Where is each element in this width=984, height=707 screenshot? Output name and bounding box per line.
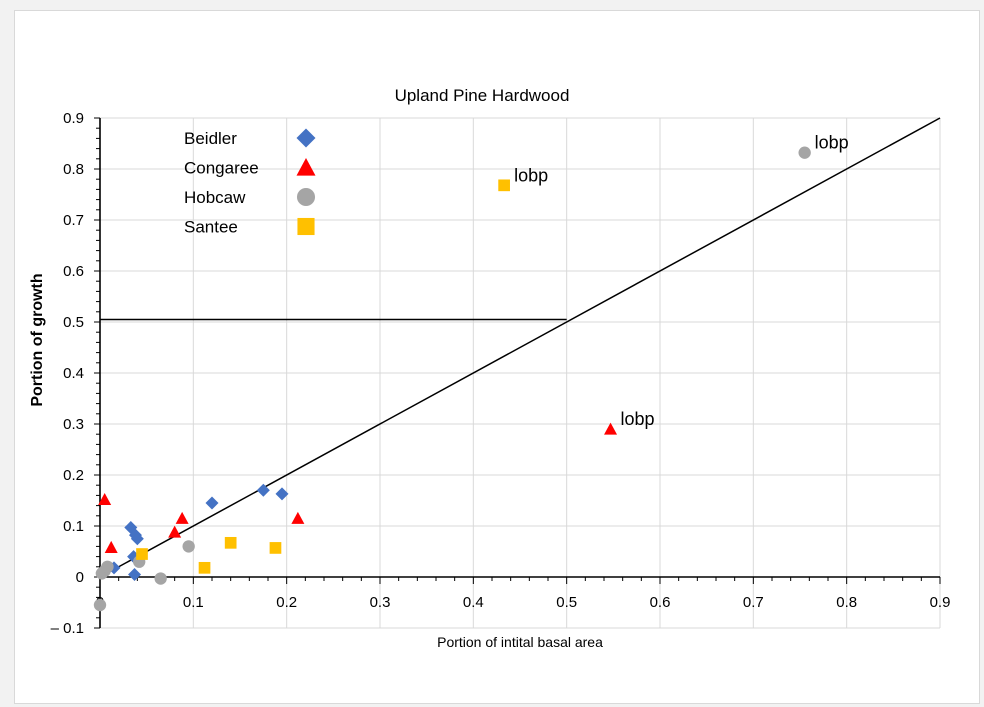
x-tick-label: 0.3 — [370, 594, 391, 611]
santee-point — [224, 536, 237, 549]
congaree-point — [291, 511, 305, 524]
legend-marker-santee — [297, 217, 315, 236]
x-tick-label: 0.4 — [463, 594, 484, 611]
reference-lines — [99, 117, 941, 578]
y-tick-label: 0.7 — [63, 212, 84, 229]
x-tick-label: 0.1 — [183, 594, 204, 611]
legend-label-santee: Santee — [184, 218, 238, 237]
congaree-point — [604, 422, 618, 435]
x-tick-label: 0.2 — [276, 594, 297, 611]
legend-label-hobcaw: Hobcaw — [184, 188, 246, 207]
hobcaw-point — [182, 540, 195, 553]
legend-label-beidler: Beidler — [184, 129, 237, 148]
data-points — [93, 146, 811, 612]
beidler-point — [130, 532, 144, 546]
y-tick-label: 0.2 — [63, 467, 84, 484]
point-annotation: lobp — [514, 165, 548, 185]
congaree-point — [175, 511, 189, 524]
y-tick-label: 0.4 — [63, 365, 84, 382]
santee-point — [136, 548, 148, 560]
beidler-point — [128, 567, 142, 581]
congaree-point — [104, 540, 118, 553]
x-tick-label: 0.5 — [556, 594, 577, 611]
chart-frame — [14, 10, 980, 704]
y-tick-label: 0.3 — [63, 416, 84, 433]
point-annotation: lobp — [815, 133, 849, 153]
point-annotation: lobp — [621, 409, 655, 429]
congaree-point — [98, 492, 112, 506]
x-tick-label: 0.6 — [650, 594, 671, 611]
y-axis-label: Portion of growth — [29, 273, 46, 406]
santee-point — [269, 542, 282, 554]
x-tick-label: 0.7 — [743, 594, 764, 611]
hobcaw-point — [154, 572, 167, 585]
one-to-one-line — [99, 117, 941, 578]
y-tick-label: 0.5 — [63, 314, 84, 331]
beidler-point — [205, 496, 219, 510]
y-tick-label: – 0.1 — [51, 620, 84, 637]
chart-title: Upland Pine Hardwood — [395, 86, 570, 105]
legend-marker-hobcaw — [296, 187, 316, 207]
legend-marker-beidler — [296, 128, 316, 148]
y-tick-label: 0 — [76, 569, 84, 586]
y-tick-label: 0.8 — [63, 161, 84, 178]
legend-marker-congaree — [296, 158, 316, 176]
hobcaw-point — [798, 146, 811, 159]
hobcaw-point — [101, 560, 114, 573]
beidler-point — [256, 483, 270, 497]
hobcaw-point — [93, 598, 107, 612]
santee-point — [498, 179, 510, 192]
beidler-point — [275, 487, 289, 501]
annotations: lobp lobp lobp — [514, 133, 849, 429]
x-axis-label: Portion of intital basal area — [437, 634, 603, 650]
y-tick-label: 0.1 — [63, 518, 84, 535]
axes: 00.10.20.30.40.50.60.70.80.9– 0.100.10.2… — [51, 110, 951, 637]
y-tick-label: 0.6 — [63, 263, 84, 280]
legend: Beidler Congaree Hobcaw Santee — [184, 128, 316, 237]
x-tick-label: 0.8 — [836, 594, 857, 611]
santee-point — [198, 561, 211, 574]
legend-label-congaree: Congaree — [184, 159, 259, 178]
y-tick-label: 0.9 — [63, 110, 84, 127]
congaree-point — [168, 525, 182, 538]
x-tick-label: 0.9 — [930, 594, 951, 611]
